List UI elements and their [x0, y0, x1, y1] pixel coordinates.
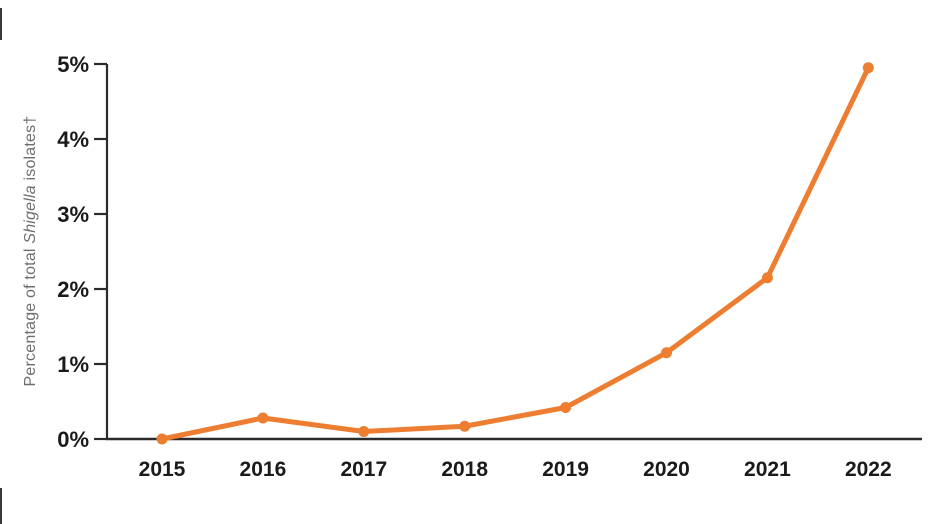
- left-edge-bottom-mark: [0, 488, 2, 524]
- y-tick-label: 2%: [57, 277, 89, 302]
- x-tick-label: 2015: [139, 458, 186, 481]
- data-point-marker: [257, 412, 269, 424]
- x-tick-label: 2022: [845, 458, 892, 481]
- data-point-marker: [761, 272, 773, 284]
- data-point-marker: [358, 426, 370, 437]
- y-tick-label: 3%: [57, 202, 89, 227]
- x-tick-label: 2021: [744, 458, 791, 481]
- y-tick-label: 4%: [57, 127, 89, 152]
- data-point-marker: [459, 420, 471, 432]
- y-tick-label: 1%: [57, 352, 89, 377]
- x-tick-label: 2016: [240, 458, 287, 481]
- y-tick-label: 0%: [57, 427, 89, 452]
- left-edge-top-mark: [0, 8, 2, 40]
- x-tick-label: 2017: [340, 458, 387, 481]
- data-point-marker: [661, 347, 672, 359]
- data-point-marker: [862, 62, 874, 74]
- x-tick-label: 2020: [643, 458, 690, 481]
- data-point-marker: [156, 433, 168, 445]
- y-tick-label: 5%: [57, 52, 89, 77]
- x-tick-label: 2018: [441, 458, 488, 481]
- trend-line: [159, 65, 871, 442]
- x-tick-label: 2019: [542, 458, 589, 481]
- data-point-marker: [560, 402, 572, 413]
